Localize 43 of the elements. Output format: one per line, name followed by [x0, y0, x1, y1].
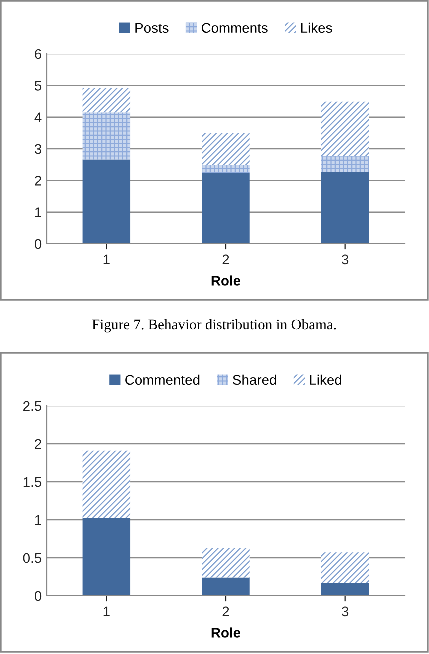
x-tick-label: 3	[342, 254, 349, 265]
y-tick-label: 0.5	[23, 553, 42, 564]
bar	[321, 102, 370, 156]
x-tick-label: 2	[222, 606, 230, 616]
bar	[202, 578, 250, 596]
bar	[321, 172, 370, 244]
y-tick-label: 0	[34, 591, 42, 602]
legend-label: Comments	[202, 23, 268, 34]
x-tick-label: 1	[104, 254, 110, 264]
bar	[321, 156, 370, 172]
y-tick-label: 3	[34, 144, 42, 154]
bar	[202, 133, 250, 166]
bar	[82, 88, 131, 113]
y-tick-label: 0	[34, 239, 42, 250]
bar	[82, 450, 131, 518]
y-tick-label: 5	[34, 81, 42, 91]
x-tick-label: 2	[222, 254, 230, 264]
y-tick-label: 1.5	[24, 477, 42, 488]
x-tick-label: 1	[104, 606, 110, 616]
bar	[82, 160, 131, 244]
y-tick-label: 1	[35, 208, 42, 218]
y-tick-label: 2.5	[24, 401, 42, 412]
legend-label: Liked	[310, 374, 342, 386]
legend-label: Likes	[301, 22, 332, 34]
x-axis-title: Role	[212, 628, 241, 638]
bar	[82, 112, 131, 160]
x-axis-title: Role	[212, 276, 241, 286]
bar	[202, 165, 250, 174]
y-tick-label: 6	[35, 49, 42, 60]
bar	[202, 548, 250, 578]
x-tick-label: 3	[342, 606, 349, 617]
legend-label: Commented	[126, 374, 200, 386]
bar	[321, 552, 370, 584]
bar	[321, 583, 370, 596]
caption: Figure 7. Behavior distribution in Obama.	[92, 319, 336, 333]
bar	[82, 518, 131, 596]
y-tick-label: 2	[35, 176, 42, 186]
y-tick-label: 2	[35, 439, 42, 450]
y-tick-label: 1	[35, 515, 42, 526]
bar	[202, 173, 250, 244]
legend-label: Shared	[233, 374, 276, 386]
legend-label: Posts	[136, 23, 169, 34]
y-tick-label: 4	[34, 112, 42, 122]
